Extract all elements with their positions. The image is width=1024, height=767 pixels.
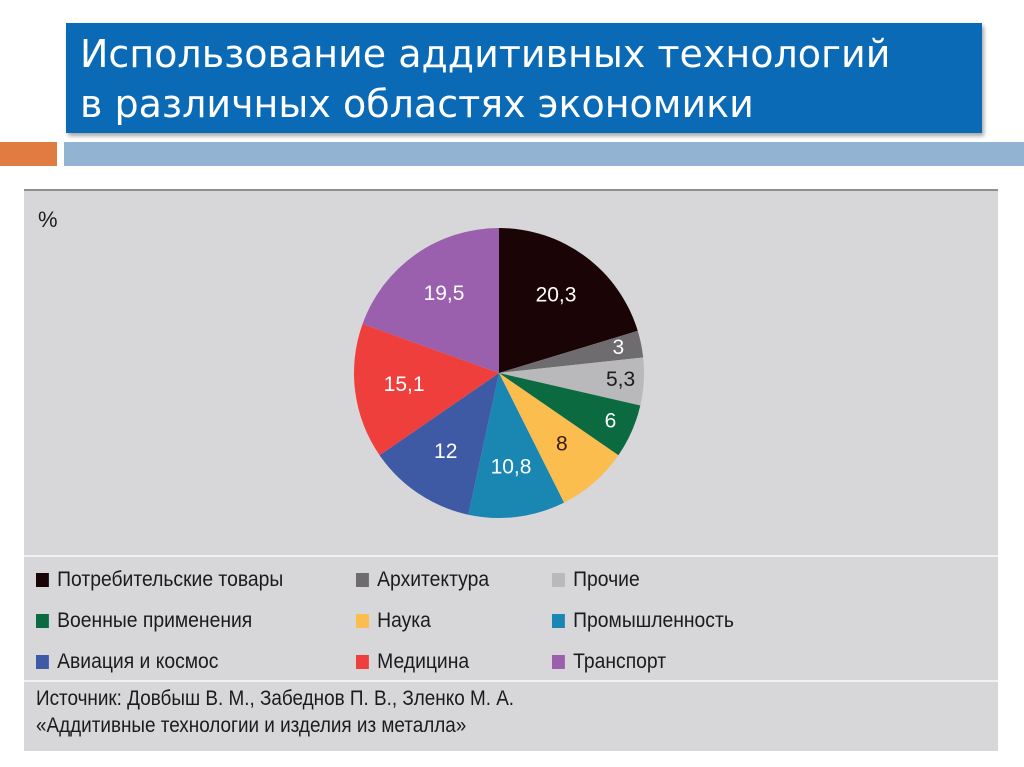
pie-slice-label: 20,3 [536, 284, 577, 307]
legend-label: Наука [377, 609, 431, 632]
legend-item: Наука [356, 605, 536, 637]
legend-swatch-icon [356, 655, 369, 669]
source-line-1: Источник: Довбыш В. М., Забеднов П. В., … [36, 687, 515, 710]
pie-slice [499, 228, 638, 373]
pie-slice-label: 15,1 [384, 373, 425, 396]
legend-label: Промышленность [573, 609, 734, 632]
source-citation: Источник: Довбыш В. М., Забеднов П. В., … [36, 685, 514, 739]
pie-slice-label: 5,3 [606, 368, 635, 391]
legend-item: Промышленность [552, 605, 828, 637]
legend-label: Авиация и космос [57, 650, 219, 673]
accent-blue-bar [64, 142, 1024, 166]
legend-label: Транспорт [573, 650, 667, 673]
legend-swatch-icon [36, 614, 49, 628]
accent-orange-block [0, 142, 57, 166]
pie-slice-label: 3 [612, 336, 624, 359]
pie-slice [379, 373, 499, 515]
pie-slice [499, 373, 641, 456]
source-separator [24, 680, 998, 682]
legend-label: Военные применения [57, 609, 253, 632]
legend-swatch-icon [356, 614, 369, 628]
pie-slice [353, 323, 499, 456]
legend-item: Военные применения [36, 605, 330, 637]
pie-slice [499, 357, 644, 406]
pie-slice [499, 330, 644, 373]
legend-item: Медицина [356, 646, 536, 678]
pie-slice [468, 373, 565, 518]
legend-item: Архитектура [356, 564, 536, 596]
title-line-2: в различных областях экономики [80, 82, 754, 126]
pie-slice-label: 8 [556, 433, 568, 456]
legend-swatch-icon [36, 573, 49, 587]
pie-slice-label: 6 [605, 410, 617, 433]
legend-swatch-icon [356, 573, 369, 587]
pie-slice-label: 19,5 [424, 282, 465, 305]
source-line-2: «Аддитивные технологии и изделия из мета… [36, 714, 467, 737]
legend-swatch-icon [552, 573, 565, 587]
chart-panel: % 20,3 3 5,3 6 8 10,8 12 15,1 19,5 Потребительск… [24, 189, 998, 751]
legend-item: Потребительские товары [36, 564, 330, 596]
title-line-1: Использование аддитивных технологий [80, 32, 891, 76]
legend-item: Прочие [552, 564, 828, 596]
legend-item: Авиация и космос [36, 646, 330, 678]
pie-chart: 20,3 3 5,3 6 8 10,8 12 15,1 19,5 [353, 228, 644, 518]
pie-slice [362, 228, 499, 373]
legend-swatch-icon [36, 655, 49, 669]
legend-label: Прочие [573, 568, 640, 591]
legend-swatch-icon [552, 614, 565, 628]
legend-swatch-icon [552, 655, 565, 669]
slide-title: Использование аддитивных технологий в ра… [66, 23, 982, 133]
legend-label: Архитектура [377, 568, 490, 591]
unit-label: % [38, 207, 58, 232]
legend-label: Медицина [377, 650, 470, 673]
legend-item: Транспорт [552, 646, 828, 678]
legend-separator [24, 555, 998, 557]
pie-slice-label: 10,8 [491, 455, 532, 478]
chart-legend: Потребительские товары Архитектура Прочие В… [36, 564, 976, 678]
pie-slice-label: 12 [434, 440, 457, 463]
legend-label: Потребительские товары [57, 568, 284, 591]
pie-slice [499, 373, 619, 503]
